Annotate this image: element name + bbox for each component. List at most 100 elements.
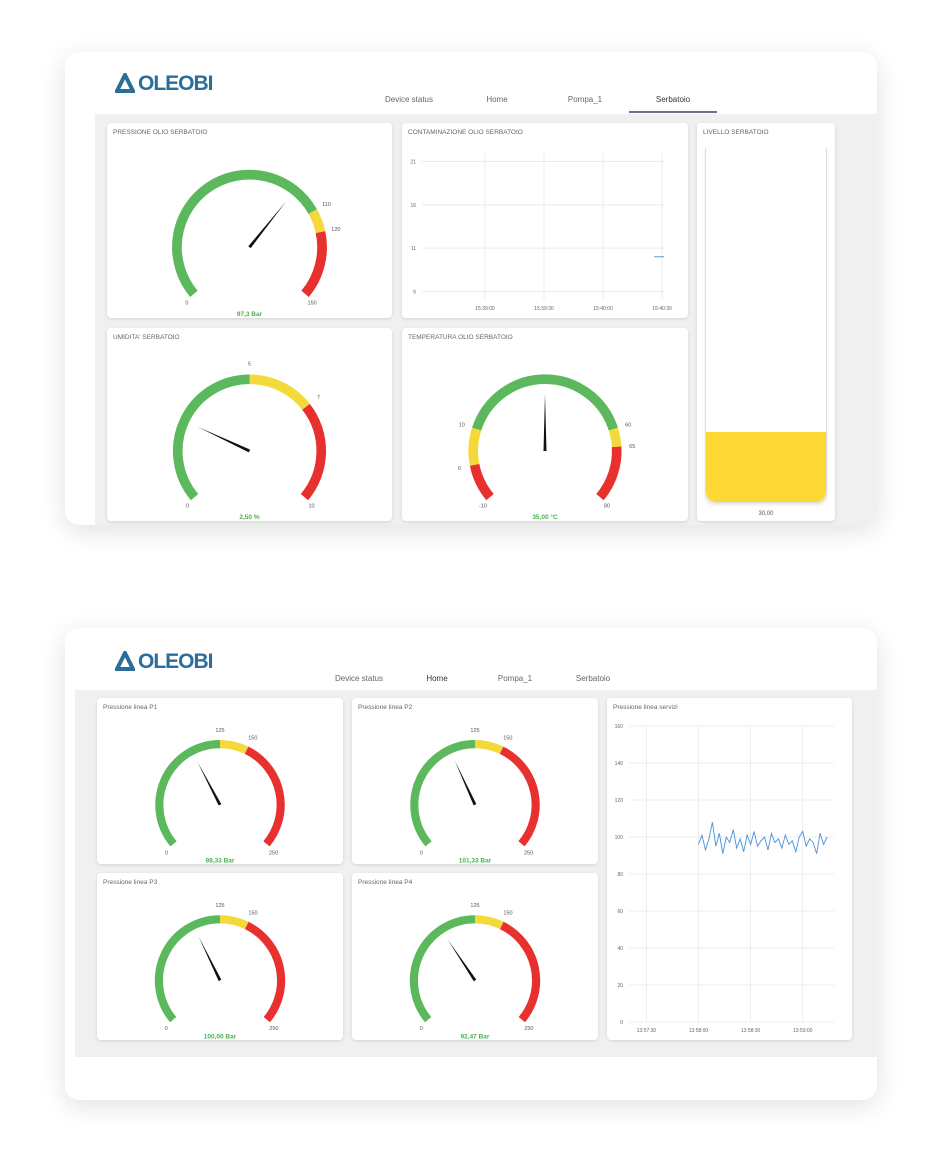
gauge-band-red (301, 231, 327, 297)
x-tick-label: 15:39:00 (475, 306, 495, 312)
gauge-needle (447, 939, 477, 982)
gauge-tick-label: 60 (625, 422, 631, 428)
series-line (698, 822, 828, 854)
gauge-value-label: 2,50 % (239, 514, 259, 521)
gauge-tick-label: 5 (248, 362, 251, 368)
panel-title: UMIDITA' SERBATOIO (113, 334, 180, 341)
y-tick-label: 80 (617, 872, 623, 878)
panel-title: Pressione linea servizi (613, 704, 678, 711)
gauge-tick-label: 150 (248, 736, 257, 742)
gauge-band-green (172, 169, 318, 297)
panel-title: Pressione linea P4 (358, 879, 413, 886)
gauge-band-green (472, 374, 618, 431)
gauge-panel-p2: Pressione linea P2 125 150 0 250 101,33 Bar (352, 698, 598, 864)
gauge-panel-temperatura: TEMPERATURA OLIO SERBATOIO 0 10 60 65 -10 80 35… (402, 328, 688, 521)
pressure-gauge: 110 120 0 150 97,3 Bar (172, 169, 340, 318)
gauge-band-red (499, 921, 541, 1023)
gauge-tick-label: 10 (459, 422, 465, 428)
p3-gauge: 125 150 0 250 100,00 Bar (154, 903, 286, 1040)
gauge-min-label: -10 (479, 504, 487, 510)
tab-device-status[interactable]: Device status (384, 95, 434, 104)
y-tick-label: 11 (411, 246, 416, 252)
gauge-needle (454, 760, 477, 806)
gauge-panel-p4: Pressione linea P4 125 150 0 250 92,47 Bar (352, 873, 598, 1040)
gauge-max-label: 250 (524, 1026, 533, 1032)
logo-mark-icon (115, 73, 135, 93)
y-tick-label: 60 (617, 909, 623, 915)
panel-title: Pressione linea P1 (103, 704, 158, 711)
gauge-value-label: 100,00 Bar (204, 1033, 237, 1040)
gauge-value-label: 35,00 °C (532, 513, 558, 521)
gauge-band-green (410, 740, 476, 847)
gauge-tick-label: 7 (317, 395, 320, 401)
gauge-max-label: 80 (604, 504, 610, 510)
gauge-needle (543, 393, 547, 451)
gauge-needle (248, 201, 286, 249)
gauge-tick-label: 150 (503, 911, 512, 917)
gauge-band-red (596, 446, 622, 501)
service-line-chart: 160 140 120 100 80 60 40 20 0 13:57:30 13:58:00 13:… (615, 724, 834, 1034)
y-tick-label: 140 (615, 761, 624, 767)
tank-fill (706, 431, 826, 502)
gauge-min-label: 0 (420, 1026, 423, 1032)
gauge-tick-label: 125 (470, 728, 479, 734)
y-tick-label: 21 (410, 160, 416, 166)
gauge-tick-label: 125 (215, 728, 224, 734)
x-tick-label: 13:57:30 (637, 1028, 657, 1034)
gauge-panel-umidita: UMIDITA' SERBATOIO 5 7 0 10 2,50 % (107, 328, 392, 521)
gauge-min-label: 0 (420, 850, 423, 856)
panel-title: Pressione linea P2 (358, 704, 413, 711)
logo: OLEOBI (115, 72, 214, 96)
p4-gauge: 125 150 0 250 92,47 Bar (409, 903, 541, 1040)
gauge-band-green (155, 740, 221, 847)
gauge-band-red (300, 403, 327, 501)
gauge-value-label: 101,33 Bar (459, 857, 492, 864)
tank-value: 30,00 (758, 511, 774, 517)
y-tick-label: 20 (617, 983, 623, 989)
service-chart-panel: Pressione linea servizi 160 140 120 100 80 60 4… (607, 698, 852, 1040)
y-tick-label: 40 (617, 946, 623, 952)
gauge-tick-label: 125 (215, 903, 224, 909)
y-tick-label: 160 (615, 724, 624, 730)
gauge-max-label: 150 (308, 300, 317, 306)
tab-pompa-1[interactable]: Pompa_1 (567, 95, 603, 104)
logo: OLEOBI (115, 650, 214, 674)
tab-serbatoio[interactable]: Serbatoio (629, 95, 717, 113)
y-tick-label: 120 (615, 798, 624, 804)
tab-serbatoio[interactable]: Serbatoio (575, 674, 611, 683)
gauge-band-yellow (219, 740, 249, 754)
gauge-band-yellow (308, 209, 326, 234)
y-tick-label: 16 (410, 203, 416, 209)
temperature-gauge: 0 10 60 65 -10 80 35,00 °C (458, 374, 635, 521)
gauge-band-green (154, 915, 221, 1023)
gauge-panel-p1: Pressione linea P1 125 150 0 250 98,33 Bar (97, 698, 343, 864)
gauge-band-yellow (219, 915, 249, 930)
gauge-band-red (244, 921, 286, 1023)
panel-title: PRESSIONE OLIO SERBATOIO (113, 129, 208, 136)
p2-gauge: 125 150 0 250 101,33 Bar (410, 728, 540, 864)
x-tick-label: 13:58:30 (741, 1028, 761, 1034)
gauge-tick-label: 65 (629, 444, 635, 450)
x-tick-label: 15:39:30 (534, 306, 554, 312)
gauge-band-yellow (468, 427, 482, 466)
gauge-band-yellow (474, 740, 504, 754)
gauge-min-label: 0 (185, 300, 188, 306)
logo-mark-icon (115, 651, 135, 671)
gauge-band-red (469, 463, 494, 501)
gauge-value-label: 92,47 Bar (461, 1033, 490, 1040)
gauge-band-green (409, 915, 476, 1023)
tab-home[interactable]: Home (486, 95, 508, 104)
gauge-min-label: 0 (165, 1026, 168, 1032)
gauge-tick-label: 0 (458, 466, 461, 472)
contamination-line-chart: 21 16 11 6 15:39:00 15:39:30 15:40:00 15:40:30 (410, 153, 672, 312)
gauge-max-label: 250 (524, 850, 533, 856)
contamination-chart-panel: CONTAMINAZIONE OLIO SERBATOIO 21 16 11 6 15:3… (402, 123, 688, 318)
gauge-band-red (244, 746, 285, 847)
gauge-value-label: 98,33 Bar (206, 857, 235, 864)
x-tick-label: 15:40:30 (652, 306, 672, 312)
panel-title: LIVELLO SERBATOIO (703, 129, 769, 136)
tab-device-status[interactable]: Device status (334, 674, 384, 683)
nav-tabs: Device status Home Pompa_1 Serbatoio (365, 95, 717, 113)
tab-pompa-1[interactable]: Pompa_1 (497, 674, 533, 683)
gauge-band-yellow (608, 427, 622, 448)
